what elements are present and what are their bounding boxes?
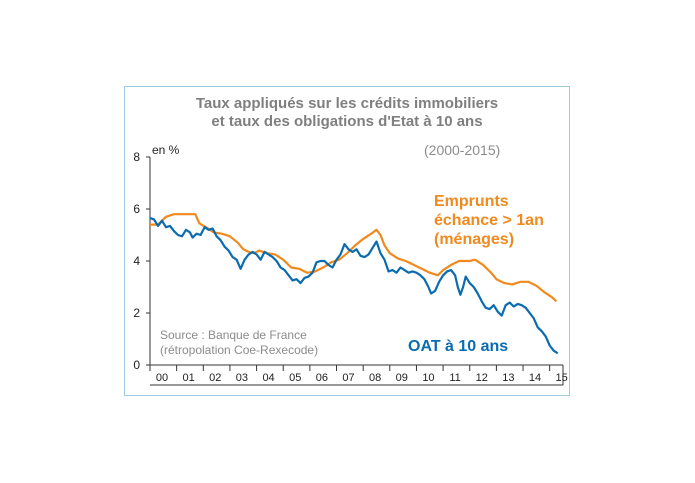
- source-note-line-1: Source : Banque de France: [160, 328, 307, 342]
- x-tick-label-06: 06: [316, 372, 328, 384]
- x-tick-label-14: 14: [529, 372, 541, 384]
- chart-frame: [124, 86, 570, 396]
- y-tick-label-8: 8: [133, 150, 140, 164]
- series-label-emprunts-line-2: échance > 1an: [434, 212, 544, 229]
- chart-subtitle: (2000-2015): [424, 142, 501, 158]
- x-tick-label-02: 02: [209, 372, 221, 384]
- x-tick-label-11: 11: [449, 372, 460, 384]
- x-tick-label-07: 07: [342, 372, 354, 384]
- series-label-emprunts: Emprunts échance > 1an (ménages): [434, 192, 544, 249]
- series-label-emprunts-line-1: Emprunts: [434, 193, 509, 210]
- x-tick-label-05: 05: [289, 372, 301, 384]
- x-tick-label-13: 13: [502, 372, 514, 384]
- chart-title-line-2: et taux des obligations d'Etat à 10 ans: [211, 113, 483, 130]
- series-line-1: [149, 217, 559, 355]
- y-tick-label-0: 0: [133, 358, 140, 372]
- x-tick-label-00: 00: [156, 372, 168, 384]
- x-tick-label-09: 09: [396, 372, 408, 384]
- x-tick-label-01: 01: [183, 372, 195, 384]
- y-tick-label-4: 4: [133, 254, 140, 268]
- series-label-oat: OAT à 10 ans: [408, 337, 508, 356]
- series-line-0: [150, 213, 558, 303]
- x-tick-label-12: 12: [476, 372, 488, 384]
- y-tick-label-6: 6: [133, 202, 140, 216]
- series-label-emprunts-line-3: (ménages): [434, 231, 515, 248]
- x-tick-label-04: 04: [262, 372, 274, 384]
- y-axis-unit-label: en %: [152, 143, 180, 157]
- x-tick-label-15: 15: [556, 372, 568, 384]
- chart-title-line-1: Taux appliqués sur les crédits immobilie…: [195, 95, 499, 112]
- x-tick-label-10: 10: [422, 372, 434, 384]
- x-tick-label-08: 08: [369, 372, 381, 384]
- series-label-oat-line-1: OAT à 10 ans: [408, 338, 509, 355]
- source-note-line-2: (rétropolation Coe-Rexecode): [160, 343, 319, 357]
- chart-series-lines: [149, 213, 559, 355]
- y-tick-label-2: 2: [133, 306, 140, 320]
- x-tick-label-03: 03: [236, 372, 248, 384]
